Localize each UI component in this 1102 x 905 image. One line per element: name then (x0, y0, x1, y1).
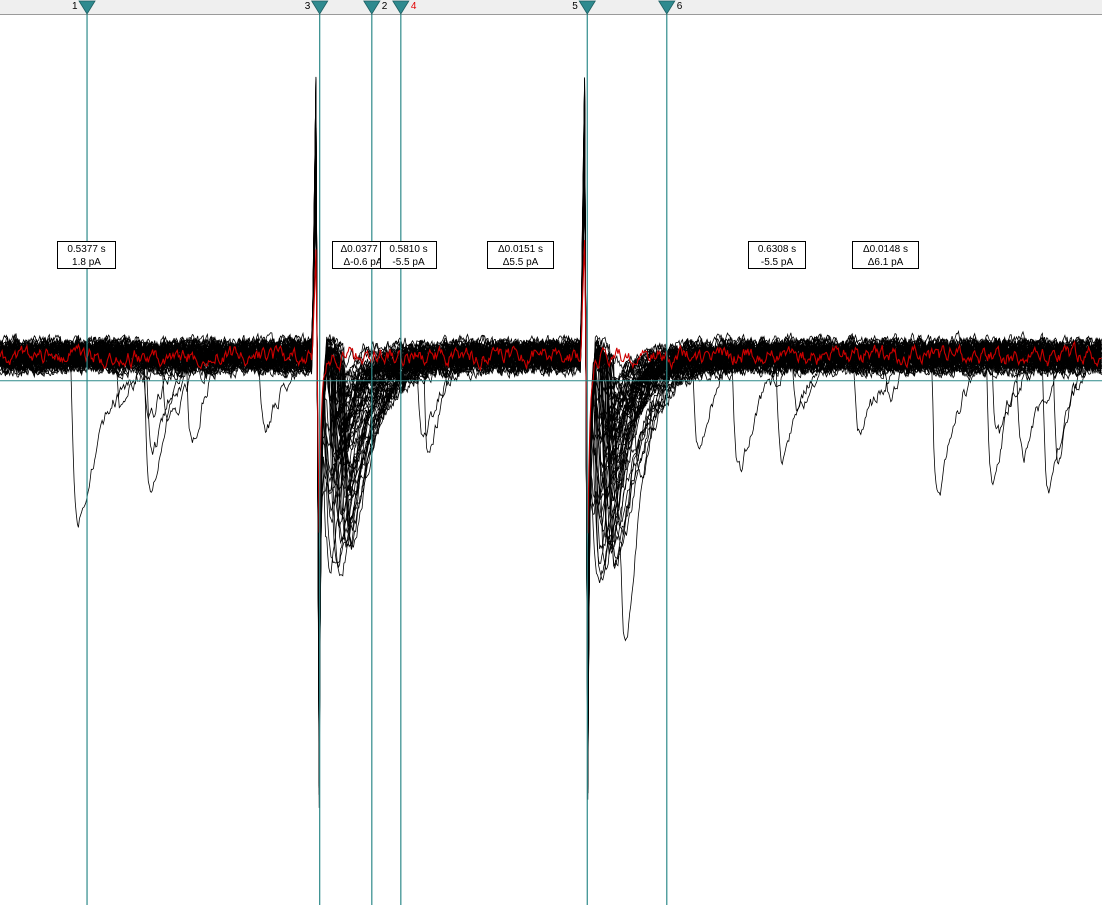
cursor-6-time: Δ0.0148 s (859, 243, 912, 256)
sweep-trace (0, 154, 1102, 693)
cursor-5-time: 0.6308 s (755, 243, 799, 256)
cursor-handles (79, 1, 675, 14)
cursor-4-readout: Δ0.0151 s Δ5.5 pA (487, 241, 554, 269)
sweep-trace (0, 131, 1102, 670)
cursor-4-time: Δ0.0151 s (494, 243, 547, 256)
cursor-2-number: 2 (382, 1, 388, 13)
sweep-trace (0, 79, 1102, 808)
sweep-trace (0, 163, 1102, 638)
cursor-3-value: -5.5 pA (387, 256, 430, 269)
cursor-6-handle-icon[interactable] (659, 1, 675, 14)
cursor-3-time: 0.5810 s (387, 243, 430, 256)
sweep-trace (0, 154, 1102, 692)
cursor-4-number: 4 (411, 1, 417, 13)
sweep-trace (0, 126, 1102, 715)
cursor-4-handle-icon[interactable] (393, 1, 409, 14)
cursor-6-value: Δ6.1 pA (859, 256, 912, 269)
cursor-1-number: 1 (72, 1, 78, 13)
sweep-trace (0, 125, 1102, 711)
sweep-trace (0, 135, 1102, 702)
cursor-5-handle-icon[interactable] (579, 1, 595, 14)
highlighted-sweep-trace (0, 240, 1102, 533)
sweep-trace (0, 112, 1102, 766)
cursor-1-value: 1.8 pA (64, 256, 109, 269)
cursor-6-readout: Δ0.0148 s Δ6.1 pA (852, 241, 919, 269)
sweep-trace (0, 142, 1102, 713)
cursor-6-number: 6 (677, 1, 683, 13)
sweep-trace (0, 120, 1102, 715)
sweep-traces (0, 77, 1102, 808)
sweep-trace (0, 165, 1102, 637)
sweep-trace (0, 107, 1102, 777)
sweep-trace (0, 115, 1102, 758)
sweep-trace (0, 156, 1102, 703)
sweep-trace (0, 77, 1102, 783)
sweep-trace (0, 91, 1102, 757)
cursor-5-value: -5.5 pA (755, 256, 799, 269)
cursor-5-number: 5 (572, 1, 578, 13)
cursor-2-handle-icon[interactable] (364, 1, 380, 14)
sweep-trace (0, 122, 1102, 735)
cursor-1-handle-icon[interactable] (79, 1, 95, 14)
sweep-trace (0, 107, 1102, 732)
cursor-5-readout: 0.6308 s -5.5 pA (748, 241, 806, 269)
cursor-3-number: 3 (305, 1, 311, 13)
sweep-trace (0, 99, 1102, 793)
cursor-4-value: Δ5.5 pA (494, 256, 547, 269)
sweep-trace (0, 82, 1102, 764)
sweep-trace (0, 133, 1102, 714)
sweep-trace (0, 117, 1102, 711)
sweep-trace (0, 165, 1102, 649)
cursor-1-readout: 0.5377 s 1.8 pA (57, 241, 116, 269)
sweep-trace (0, 106, 1102, 744)
sweep-trace (0, 117, 1102, 723)
cursor-lines (0, 14, 1102, 905)
cursor-1-time: 0.5377 s (64, 243, 109, 256)
sweep-trace (0, 92, 1102, 788)
cursor-3-handle-icon[interactable] (312, 1, 328, 14)
sweep-trace (0, 118, 1102, 741)
sweep-trace (0, 90, 1102, 782)
sweep-trace (0, 86, 1102, 794)
cursor-3-readout: 0.5810 s -5.5 pA (380, 241, 437, 269)
